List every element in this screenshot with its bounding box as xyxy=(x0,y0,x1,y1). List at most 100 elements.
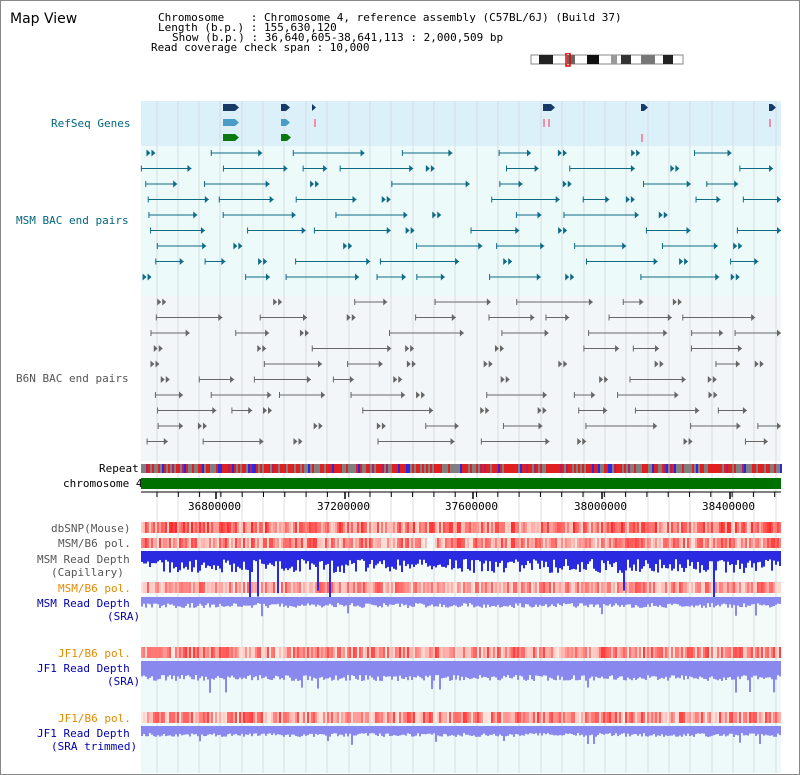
jf1-trimmed-depth-bar xyxy=(429,726,431,734)
jf1-pol2-cell xyxy=(379,712,381,723)
msm-pol-cell xyxy=(563,538,565,548)
msm-capillary-depth-bar xyxy=(189,551,191,561)
dbsnp-cell xyxy=(307,522,309,533)
jf1-pol2-cell xyxy=(365,712,367,723)
msm-pol-cell xyxy=(469,538,471,548)
jf1-pol-cell xyxy=(389,647,391,658)
repeat-element xyxy=(288,464,290,473)
jf1-sra-depth-bar xyxy=(181,661,183,675)
repeat-element xyxy=(560,464,562,473)
msm-bac-end xyxy=(636,150,640,157)
jf1-trimmed-depth-bar xyxy=(365,726,367,733)
jf1-trimmed-depth-bar xyxy=(425,726,427,734)
jf1-sra-depth-bar xyxy=(469,661,471,679)
repeat-element xyxy=(692,464,694,473)
jf1-trimmed-depth-bar xyxy=(623,726,625,733)
msm-capillary-depth-bar xyxy=(539,551,541,569)
dbsnp-cell xyxy=(273,522,275,533)
jf1-pol-cell xyxy=(457,647,459,658)
msm-sra-depth-bar xyxy=(285,597,287,606)
dbsnp-cell xyxy=(275,522,277,533)
jf1-sra-depth-bar xyxy=(559,661,561,680)
msm-pol2-cell xyxy=(593,582,595,593)
jf1-pol2-cell xyxy=(367,712,369,723)
jf1-sra-depth-bar xyxy=(597,661,599,678)
msm-sra-depth-bar xyxy=(757,597,759,603)
msm-pol-cell xyxy=(707,538,709,548)
b6n-bac-end xyxy=(268,407,272,414)
refseq-exon-marker xyxy=(769,119,771,127)
jf1-sra-depth-bar xyxy=(707,661,709,681)
msm-capillary-depth-bar xyxy=(631,551,633,571)
msm-pol-cell xyxy=(265,538,267,548)
repeat-element xyxy=(706,464,708,473)
msm-sra-depth-bar xyxy=(471,597,473,605)
repeat-element xyxy=(306,464,308,473)
msm-pol-cell xyxy=(603,538,605,548)
jf1-trimmed-depth-bar xyxy=(779,726,781,735)
msm-pol2-cell xyxy=(689,582,691,593)
msm-pol2-cell xyxy=(521,582,523,593)
msm-bac-end xyxy=(535,165,539,172)
repeat-element xyxy=(628,464,630,473)
jf1-pol-cell xyxy=(287,647,289,658)
msm-sra-depth-bar xyxy=(749,597,751,606)
repeat-element xyxy=(568,464,570,473)
msm-capillary-depth-bar xyxy=(165,551,167,560)
msm-pol2-cell xyxy=(647,582,649,593)
msm-pol2-cell xyxy=(197,582,199,593)
dbsnp-cell xyxy=(509,522,511,533)
msm-pol-cell xyxy=(591,538,593,548)
b6n-bac-end xyxy=(777,330,781,337)
repeat-element xyxy=(208,464,210,473)
jf1-trimmed-depth-bar xyxy=(747,726,749,736)
jf1-trimmed-depth-bar xyxy=(433,726,435,733)
msm-capillary-depth-bar xyxy=(749,551,751,561)
jf1-pol-cell xyxy=(673,647,675,658)
repeat-element xyxy=(364,464,366,473)
dbsnp-cell xyxy=(569,522,571,533)
jf1-pol-cell xyxy=(253,647,255,658)
repeat-element xyxy=(420,464,422,473)
jf1-pol2-cell xyxy=(381,712,383,723)
repeat-element xyxy=(718,464,720,473)
msm-capillary-depth-bar xyxy=(703,551,705,570)
jf1-pol-cell xyxy=(411,647,413,658)
jf1-sra-depth-bar xyxy=(621,661,623,676)
msm-pol2-cell xyxy=(215,582,217,593)
msm-capillary-depth-bar xyxy=(155,551,157,563)
jf1-trimmed-depth-bar xyxy=(597,726,599,735)
msm-sra-depth-bar xyxy=(565,597,567,604)
jf1-pol2-cell xyxy=(285,712,287,723)
msm-sra-depth-bar xyxy=(181,597,183,608)
msm-pol2-cell xyxy=(537,582,539,593)
msm-capillary-depth-bar xyxy=(459,551,461,568)
msm-pol-cell xyxy=(555,538,557,548)
msm-pol2-cell xyxy=(235,582,237,593)
repeat-element xyxy=(728,464,730,473)
dbsnp-cell xyxy=(735,522,737,533)
jf1-trimmed-depth-bar xyxy=(431,726,433,735)
jf1-pol2-cell xyxy=(217,712,219,723)
msm-pol2-cell xyxy=(651,582,653,593)
msm-capillary-depth-bar xyxy=(285,551,287,568)
b6n-bac-end xyxy=(416,392,420,399)
msm-capillary-depth-bar xyxy=(145,551,147,563)
msm-pol2-cell xyxy=(319,582,321,593)
msm-capillary-depth-bar xyxy=(253,551,255,560)
jf1-pol-cell xyxy=(183,647,185,658)
jf1-pol-cell xyxy=(677,647,679,658)
b6n-bac-end xyxy=(663,330,667,337)
msm-pol2-cell xyxy=(745,582,747,593)
msm-pol-cell xyxy=(143,538,145,548)
msm-capillary-depth-bar xyxy=(481,551,483,571)
msm-pol-cell xyxy=(281,538,283,548)
jf1-sra-depth-bar xyxy=(629,661,631,679)
msm-pol-cell xyxy=(523,538,525,548)
jf1-trimmed-depth-bar xyxy=(187,726,189,734)
msm-pol2-cell xyxy=(487,582,489,593)
repeat-element xyxy=(220,464,222,473)
jf1-sra-depth-bar xyxy=(401,661,403,679)
repeat-element xyxy=(376,464,378,473)
